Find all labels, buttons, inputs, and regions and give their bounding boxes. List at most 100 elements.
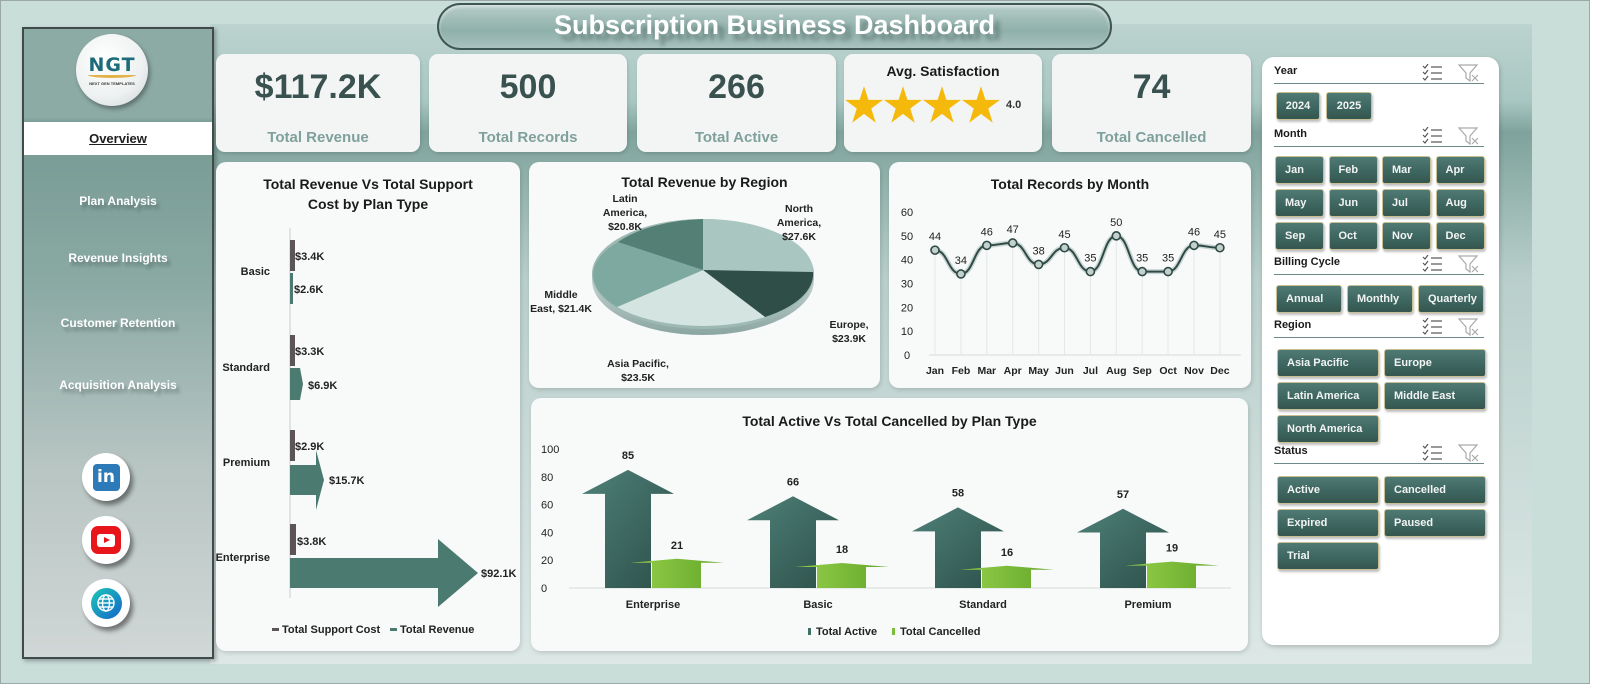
svg-text:Aug: Aug	[1106, 365, 1126, 377]
filter-region-europe[interactable]: Europe	[1384, 349, 1486, 377]
filter-month-nov[interactable]: Nov	[1382, 222, 1431, 250]
filter-label: Year	[1274, 65, 1298, 77]
svg-text:America,: America,	[603, 207, 647, 219]
kpi-label: Total Records	[478, 129, 578, 146]
sidebar-item-customer-retention[interactable]: Customer Retention	[24, 316, 212, 330]
active-vs-cancelled-chart: Total Active Vs Total Cancelled by Plan …	[531, 398, 1248, 651]
filter-billing-quarterly[interactable]: Quarterly	[1418, 285, 1484, 313]
kpi-total-records: 500 Total Records	[429, 54, 627, 152]
svg-text:Jul: Jul	[1083, 365, 1098, 377]
svg-text:$6.9K: $6.9K	[308, 380, 337, 392]
sidebar-item-acquisition-analysis[interactable]: Acquisition Analysis	[24, 378, 212, 392]
linkedin-button[interactable]: in	[82, 453, 130, 501]
revenue-by-region-chart: Total Revenue by Region Latin America, $…	[529, 162, 880, 388]
svg-text:40: 40	[541, 527, 553, 539]
svg-text:57: 57	[1117, 489, 1129, 501]
sidebar-item-plan-analysis[interactable]: Plan Analysis	[24, 194, 212, 208]
filter-month-jun[interactable]: Jun	[1328, 189, 1378, 217]
svg-text:100: 100	[541, 444, 559, 456]
svg-text:20: 20	[901, 302, 913, 314]
sidebar-item-revenue-insights[interactable]: Revenue Insights	[24, 251, 212, 265]
svg-text:$3.4K: $3.4K	[295, 251, 324, 263]
svg-text:$3.3K: $3.3K	[295, 346, 324, 358]
status-filter-header: Status	[1274, 443, 1484, 467]
svg-text:30: 30	[901, 279, 913, 291]
records-line-plot: 0 10 20 30 40 50 60 Jan Feb Mar Apr May Jun Jul Aug Sep…	[901, 207, 1241, 377]
filter-region-north-america[interactable]: North America	[1277, 415, 1379, 443]
clear-filter-icon[interactable]	[1457, 127, 1480, 150]
filter-status-active[interactable]: Active	[1277, 476, 1379, 504]
svg-text:46: 46	[981, 226, 993, 238]
filter-status-trial[interactable]: Trial	[1277, 542, 1379, 570]
svg-text:0: 0	[541, 583, 547, 595]
website-button[interactable]	[82, 579, 130, 627]
kpi-value: $117.2K	[254, 68, 382, 106]
svg-text:58: 58	[952, 487, 964, 499]
star-icon	[884, 86, 922, 123]
sidebar-item-label: Acquisition Analysis	[59, 378, 177, 392]
youtube-button[interactable]	[82, 516, 130, 564]
kpi-avg-satisfaction: Avg. Satisfaction 4.0	[844, 54, 1042, 152]
svg-text:$3.8K: $3.8K	[297, 536, 326, 548]
filter-month-mar[interactable]: Mar	[1382, 156, 1431, 184]
multi-select-icon[interactable]	[1422, 126, 1444, 149]
clear-filter-icon[interactable]	[1457, 255, 1480, 278]
filter-month-feb[interactable]: Feb	[1328, 156, 1378, 184]
svg-text:Basic: Basic	[241, 266, 270, 278]
multi-select-icon[interactable]	[1422, 254, 1444, 277]
svg-text:Oct: Oct	[1159, 365, 1177, 377]
region-pie-plot: Latin America, $20.8K North America, $27…	[530, 193, 869, 384]
svg-text:38: 38	[1032, 245, 1044, 257]
svg-text:Enterprise: Enterprise	[626, 599, 680, 611]
svg-text:45: 45	[1058, 229, 1070, 241]
clear-filter-icon[interactable]	[1457, 444, 1480, 467]
svg-text:47: 47	[1007, 224, 1019, 236]
kpi-label: Total Revenue	[267, 129, 369, 146]
filter-month-dec[interactable]: Dec	[1435, 222, 1485, 250]
filter-month-jan[interactable]: Jan	[1275, 156, 1324, 184]
satisfaction-value: 4.0	[1006, 98, 1022, 111]
svg-text:Asia Pacific,: Asia Pacific,	[607, 358, 669, 370]
filter-status-paused[interactable]: Paused	[1384, 509, 1486, 537]
filter-year-2024[interactable]: 2024	[1276, 92, 1320, 120]
sidebar: NGT NEXT GEN TEMPLATES Overview Plan Ana…	[22, 27, 214, 659]
filter-year-2025[interactable]: 2025	[1326, 92, 1372, 120]
filter-month-sep[interactable]: Sep	[1275, 222, 1324, 250]
active-cancelled-plot: 0 20 40 60 80 100 85 21 Enterprise 66 18 Basic 58 16 S…	[541, 444, 1231, 638]
filter-month-oct[interactable]: Oct	[1328, 222, 1378, 250]
filter-billing-annual[interactable]: Annual	[1276, 285, 1342, 313]
chart-title: Total Records by Month	[990, 176, 1150, 192]
svg-text:Jun: Jun	[1055, 365, 1074, 377]
globe-icon	[90, 587, 122, 619]
filter-status-expired[interactable]: Expired	[1277, 509, 1379, 537]
svg-text:America,: America,	[777, 217, 821, 229]
clear-filter-icon[interactable]	[1457, 64, 1480, 87]
kpi-value: 266	[708, 68, 765, 106]
filter-status-cancelled[interactable]: Cancelled	[1384, 476, 1486, 504]
filter-billing-monthly[interactable]: Monthly	[1347, 285, 1413, 313]
logo-text: NGT	[88, 54, 136, 76]
filter-region-middle-east[interactable]: Middle East	[1384, 382, 1486, 410]
filter-month-apr[interactable]: Apr	[1435, 156, 1485, 184]
filter-region-asia-pacific[interactable]: Asia Pacific	[1277, 349, 1379, 377]
dashboard-title-banner: Subscription Business Dashboard	[437, 3, 1112, 50]
multi-select-icon[interactable]	[1422, 443, 1444, 466]
kpi-total-active: 266 Total Active	[637, 54, 836, 152]
svg-text:16: 16	[1001, 547, 1013, 559]
svg-text:Dec: Dec	[1210, 365, 1229, 377]
svg-text:May: May	[1028, 365, 1049, 377]
filter-month-aug[interactable]: Aug	[1435, 189, 1485, 217]
sidebar-item-overview[interactable]: Overview	[24, 122, 212, 155]
multi-select-icon[interactable]	[1422, 317, 1444, 340]
multi-select-icon[interactable]	[1422, 63, 1444, 86]
clear-filter-icon[interactable]	[1457, 318, 1480, 341]
kpi-label: Avg. Satisfaction	[886, 63, 1000, 79]
svg-text:60: 60	[541, 500, 553, 512]
filter-region-latin-america[interactable]: Latin America	[1277, 382, 1379, 410]
svg-text:Jan: Jan	[926, 365, 944, 377]
filter-month-may[interactable]: May	[1275, 189, 1324, 217]
filter-month-jul[interactable]: Jul	[1382, 189, 1431, 217]
svg-text:Standard: Standard	[222, 362, 270, 374]
svg-text:10: 10	[901, 326, 913, 338]
star-icon	[962, 86, 1000, 123]
